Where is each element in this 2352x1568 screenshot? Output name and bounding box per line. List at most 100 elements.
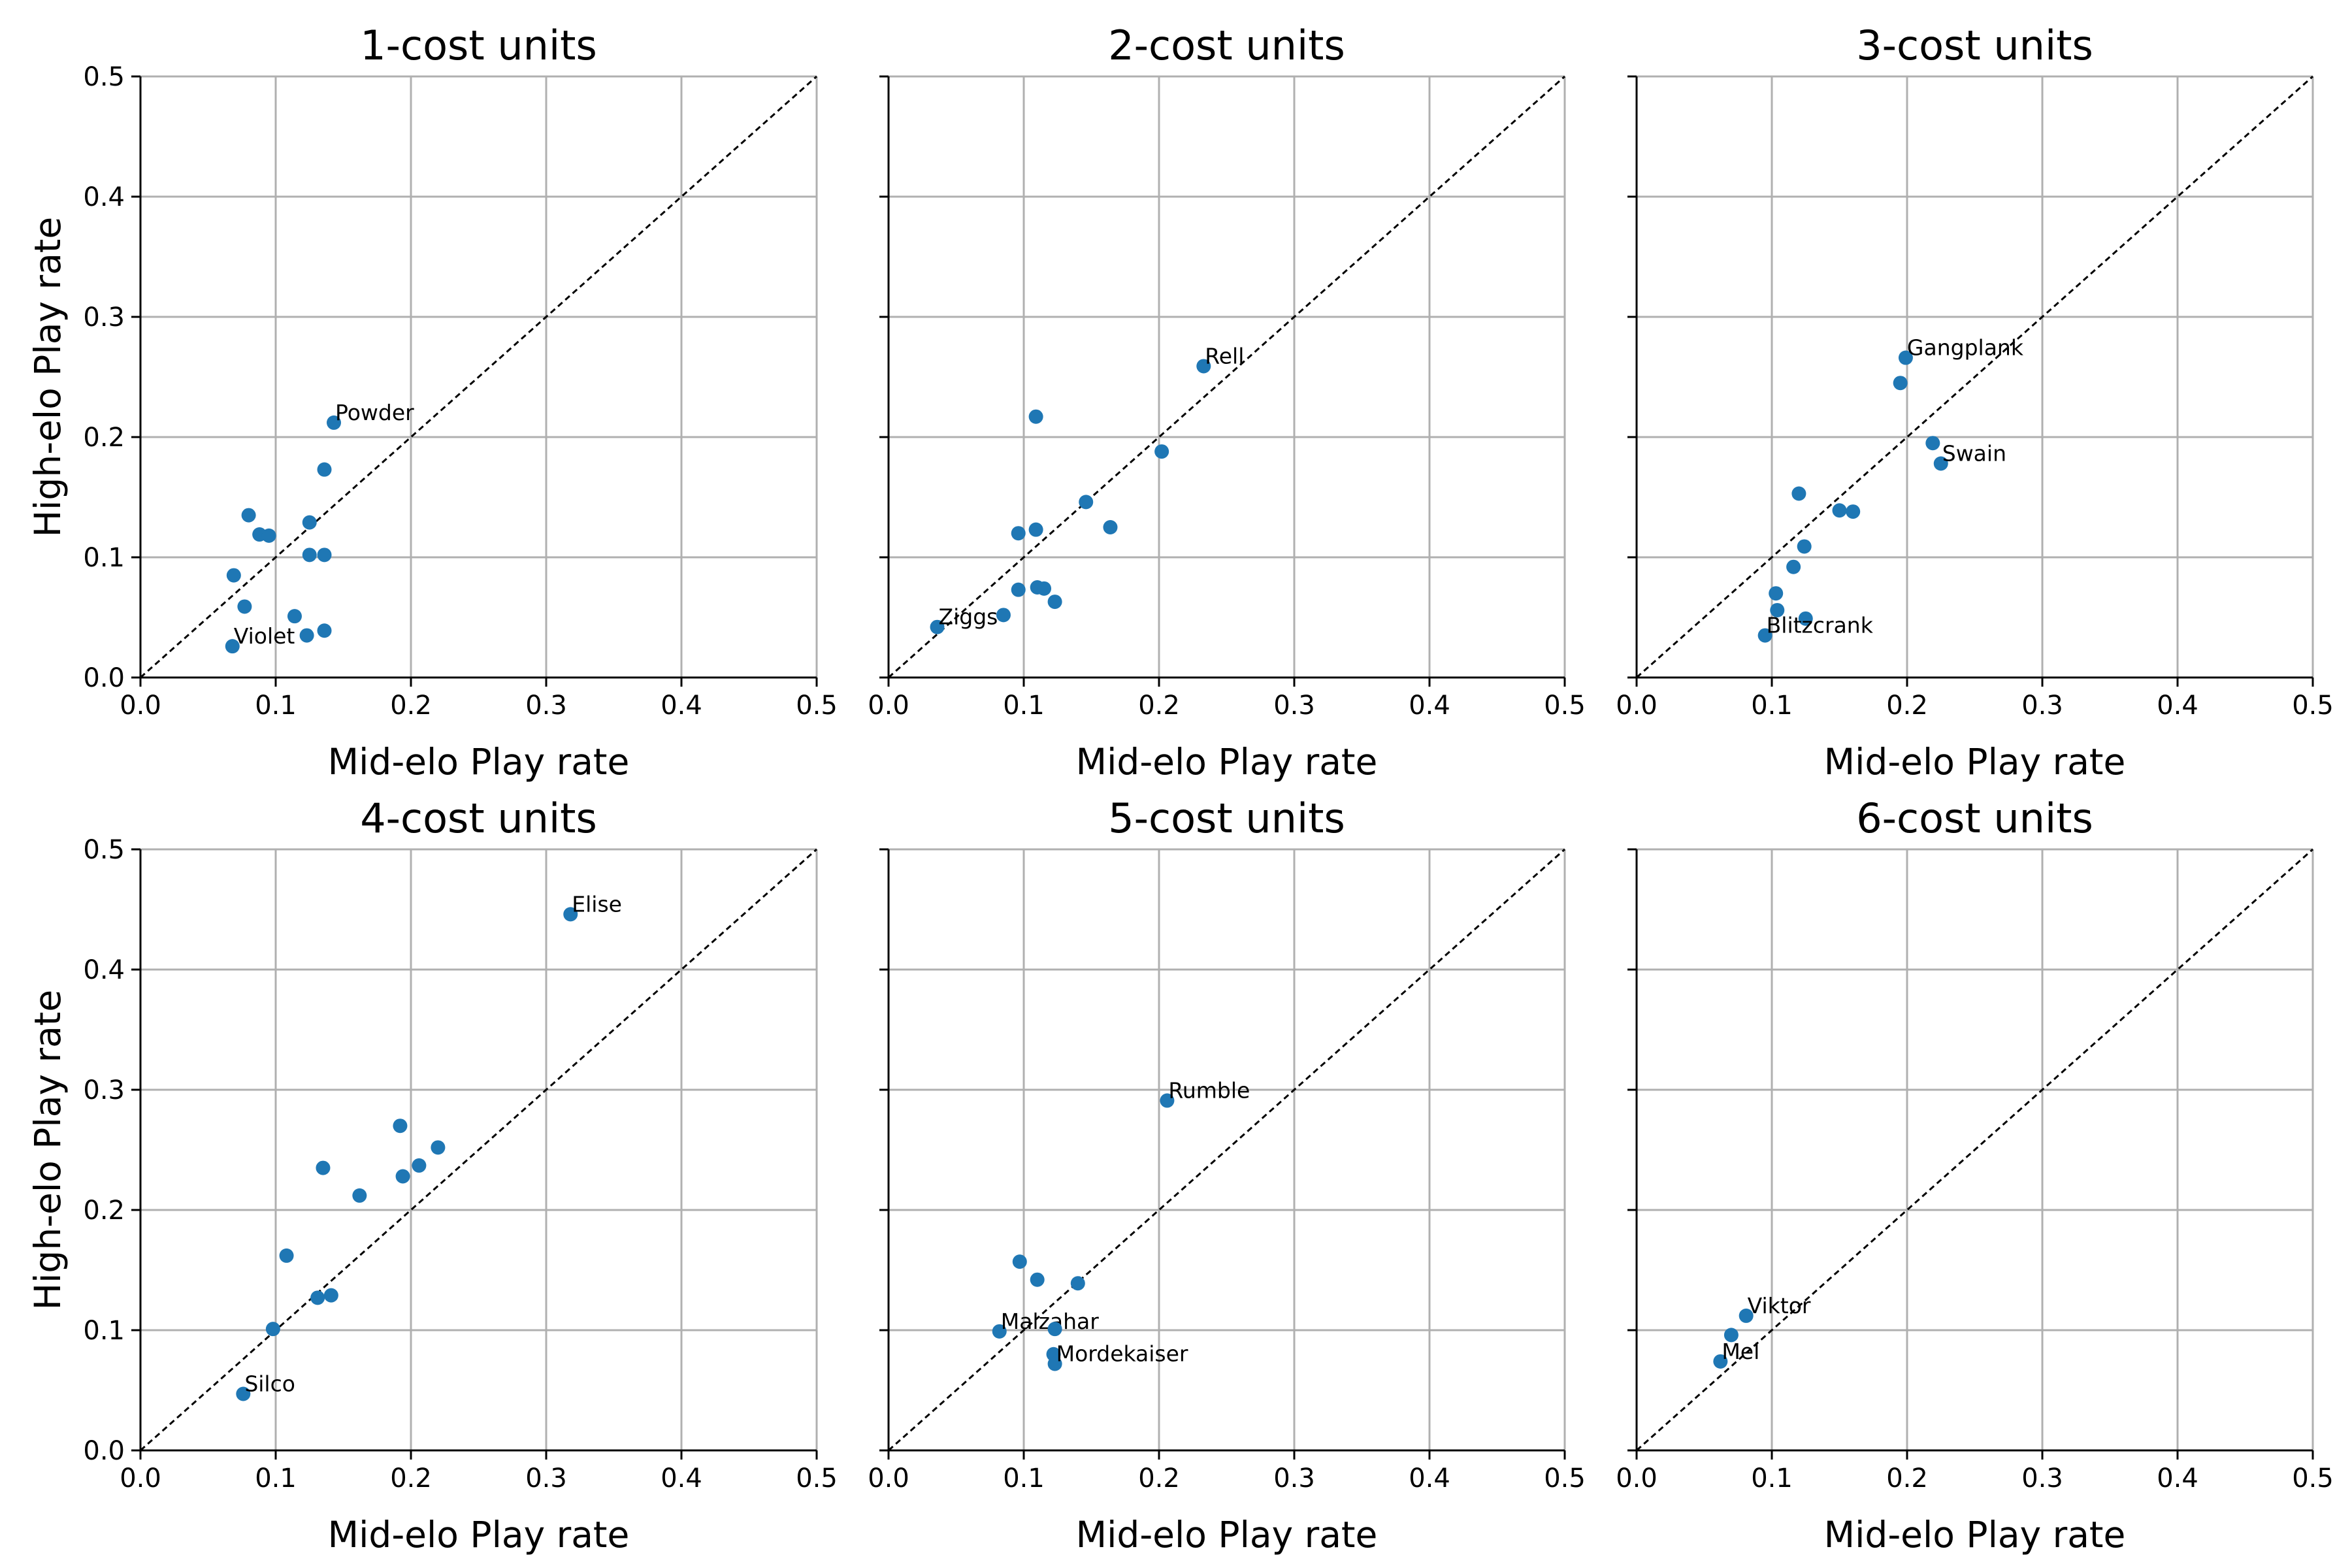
panel-2: 0.0 0.1 0.2 0.3 0.4 0.5 2-cost units Mid-elo Pl… xyxy=(868,22,1586,783)
x-tick-label: 0.2 xyxy=(1886,1463,1928,1494)
panel-5: 0.0 0.1 0.2 0.3 0.4 0.5 5-cost units Mid-elo Pl… xyxy=(868,794,1586,1556)
x-axis-label: Mid-elo Play rate xyxy=(328,741,630,783)
scatter-point xyxy=(996,608,1011,623)
y-tick-label: 0.5 xyxy=(83,62,125,92)
point-label: Gangplank xyxy=(1907,335,2024,361)
panel-title: 3-cost units xyxy=(1856,22,2093,69)
scatter-point xyxy=(395,1169,410,1184)
panel-title: 4-cost units xyxy=(360,794,597,842)
scatter-point xyxy=(1154,444,1169,459)
scatter-point xyxy=(323,1288,338,1303)
point-label: Ziggs xyxy=(939,604,998,630)
scatter-point xyxy=(1047,1356,1062,1371)
panel-title: 1-cost units xyxy=(360,22,597,69)
scatter-point xyxy=(317,462,332,477)
scatter-point xyxy=(1832,503,1847,518)
x-tick-label: 0.0 xyxy=(1616,691,1658,721)
x-tick-label: 0.2 xyxy=(1138,691,1180,721)
x-tick-label: 0.0 xyxy=(120,1463,161,1494)
x-tick-label: 0.4 xyxy=(1409,691,1450,721)
reference-diagonal-line xyxy=(888,75,1565,679)
x-tick-label: 0.2 xyxy=(1886,691,1928,721)
y-axis-label: High-elo Play rate xyxy=(27,217,69,537)
x-axis-label: Mid-elo Play rate xyxy=(1076,1514,1378,1556)
y-tick-label: 0.3 xyxy=(83,302,125,333)
point-label: Mordekaiser xyxy=(1056,1341,1188,1367)
y-tick-label: 0.0 xyxy=(83,1436,125,1466)
panel-1: 0.0 0.1 0.2 0.3 0.4 0.5 0.0 0.1 0.2 0.3 0.4 0.5 1-co… xyxy=(27,22,838,783)
x-tick-label: 0.0 xyxy=(120,691,161,721)
scatter-point xyxy=(352,1188,367,1203)
y-tick-label: 0.1 xyxy=(83,1316,125,1346)
x-axis-label: Mid-elo Play rate xyxy=(328,1514,630,1556)
scatter-point xyxy=(225,639,240,654)
scatter-point xyxy=(563,907,578,922)
point-label: Blitzcrank xyxy=(1767,613,1874,638)
x-tick-label: 0.3 xyxy=(525,1463,567,1494)
x-tick-label: 0.4 xyxy=(661,691,702,721)
scatter-point xyxy=(1028,522,1043,537)
scatter-point xyxy=(1160,1093,1175,1108)
x-tick-label: 0.5 xyxy=(2292,691,2334,721)
panel-3: 0.0 0.1 0.2 0.3 0.4 0.5 3-cost units Mid-elo Pl… xyxy=(1616,22,2334,783)
x-tick-label: 0.4 xyxy=(2157,1463,2198,1494)
x-tick-label: 0.5 xyxy=(1544,1463,1586,1494)
x-tick-label: 0.4 xyxy=(2157,691,2198,721)
x-tick-label: 0.2 xyxy=(390,691,432,721)
x-tick-label: 0.3 xyxy=(525,691,567,721)
scatter-point xyxy=(236,1386,251,1401)
point-label: Violet xyxy=(234,623,295,649)
scatter-point xyxy=(1846,504,1861,519)
x-axis-label: Mid-elo Play rate xyxy=(1824,741,2126,783)
scatter-point xyxy=(1723,1328,1739,1343)
x-axis-label: Mid-elo Play rate xyxy=(1076,741,1378,783)
x-tick-label: 0.4 xyxy=(661,1463,702,1494)
point-label: Silco xyxy=(244,1371,295,1397)
scatter-point xyxy=(431,1140,446,1155)
scatter-point xyxy=(1079,495,1094,510)
scatter-point xyxy=(310,1290,325,1305)
scatter-point xyxy=(930,619,945,634)
x-tick-label: 0.3 xyxy=(2021,691,2063,721)
panel-4: 0.0 0.1 0.2 0.3 0.4 0.5 0.0 0.1 0.2 0.3 0.4 0.5 4-co… xyxy=(27,794,838,1556)
x-tick-label: 0.1 xyxy=(1003,691,1045,721)
scatter-point xyxy=(279,1248,294,1263)
x-tick-label: 0.1 xyxy=(255,691,297,721)
scatter-point xyxy=(237,599,252,614)
scatter-point xyxy=(1925,436,1940,451)
scatter-point xyxy=(1030,1272,1045,1287)
scatter-point xyxy=(302,547,317,563)
x-tick-label: 0.1 xyxy=(1751,691,1793,721)
scatter-point xyxy=(317,623,332,638)
scatter-point xyxy=(393,1119,408,1134)
scatter-point xyxy=(1011,582,1026,597)
x-tick-label: 0.2 xyxy=(1138,1463,1180,1494)
scatter-point xyxy=(1933,456,1948,471)
scatter-point xyxy=(241,508,256,523)
scatter-point xyxy=(1012,1254,1027,1269)
x-tick-label: 0.2 xyxy=(390,1463,432,1494)
x-tick-label: 0.0 xyxy=(868,1463,909,1494)
scatter-point xyxy=(327,415,342,430)
point-label: Swain xyxy=(1942,440,2006,466)
y-axis-label: High-elo Play rate xyxy=(27,990,69,1310)
x-tick-label: 0.1 xyxy=(1003,1463,1045,1494)
x-tick-label: 0.3 xyxy=(1273,1463,1315,1494)
scatter-point xyxy=(302,515,317,530)
reference-diagonal-line xyxy=(888,848,1565,1452)
scatter-point xyxy=(1898,350,1913,365)
point-label: Rell xyxy=(1205,343,1244,368)
reference-diagonal-line xyxy=(140,848,817,1452)
y-tick-label: 0.0 xyxy=(83,663,125,693)
x-axis-label: Mid-elo Play rate xyxy=(1824,1514,2126,1556)
scatter-point xyxy=(992,1324,1007,1339)
scatter-point xyxy=(1070,1276,1085,1291)
scatter-point xyxy=(1011,526,1026,541)
scatter-point xyxy=(1103,520,1118,534)
y-tick-label: 0.3 xyxy=(83,1075,125,1105)
x-tick-label: 0.1 xyxy=(1751,1463,1793,1494)
x-tick-label: 0.5 xyxy=(1544,691,1586,721)
panel-title: 2-cost units xyxy=(1108,22,1345,69)
reference-diagonal-line xyxy=(140,75,817,679)
